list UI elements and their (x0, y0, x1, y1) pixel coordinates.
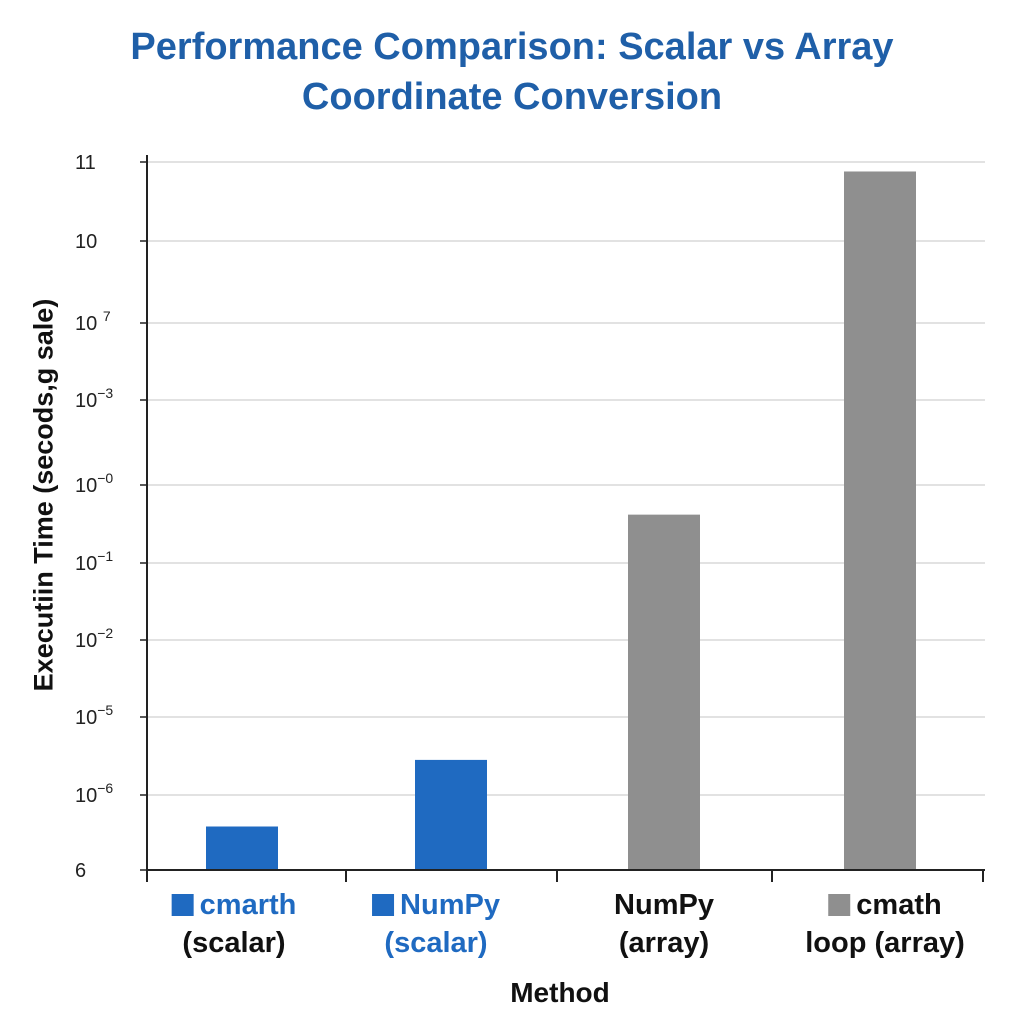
category-label-line-2: loop (array) (805, 927, 965, 959)
category-label-line-2: (scalar) (384, 927, 488, 959)
y-tick-label: 6 (75, 860, 86, 882)
axes (140, 155, 985, 882)
bar (628, 514, 700, 870)
y-tick-label: 10−6 (75, 780, 113, 807)
x-category-label: cmarth (scalar) (171, 886, 297, 962)
category-label-text: NumPy (614, 889, 714, 921)
y-tick-label: 10 (75, 231, 97, 253)
category-label-line-2: (array) (618, 927, 710, 959)
y-tick-label: 10−0 (75, 470, 113, 497)
legend-swatch (372, 894, 395, 916)
x-category-label: NumPy (scalar) (372, 886, 500, 962)
category-label-line-1: cmath (805, 886, 965, 924)
chart-title-line-1: Performance Comparison: Scalar vs Array (130, 26, 894, 68)
y-tick-label: 10−2 (75, 625, 113, 652)
x-category-label: cmath loop (array) (805, 886, 965, 962)
bars (206, 171, 916, 871)
category-label-line-1: NumPy (614, 886, 714, 924)
y-tick-labels: 6 10−6 10−5 10−2 10−1 10−0 10−3 10 7 10 11 (75, 152, 113, 882)
y-tick-label: 10−1 (75, 548, 113, 575)
bar (206, 826, 278, 870)
category-label-text: cmath (856, 889, 942, 921)
category-label-text: NumPy (400, 889, 500, 921)
bar (844, 171, 916, 871)
chart-title: Performance Comparison: Scalar vs Array … (0, 22, 1024, 122)
bar (415, 759, 487, 870)
legend-swatch (828, 894, 851, 916)
y-tick-label: 11 (75, 152, 96, 174)
x-axis-label: Method (510, 977, 610, 1008)
legend-swatch (171, 894, 194, 916)
category-label-text: cmarth (199, 889, 297, 921)
category-label-line-2: (scalar) (182, 927, 286, 959)
y-tick-label: 10−3 (75, 385, 113, 412)
category-label-line-1: NumPy (372, 886, 500, 924)
y-tick-label: 10−5 (75, 702, 113, 729)
y-tick-label: 10 7 (75, 308, 111, 335)
category-label-line-1: cmarth (171, 886, 297, 924)
chart-title-line-2: Coordinate Conversion (301, 76, 723, 118)
x-category-label: NumPy (array) (614, 886, 714, 962)
